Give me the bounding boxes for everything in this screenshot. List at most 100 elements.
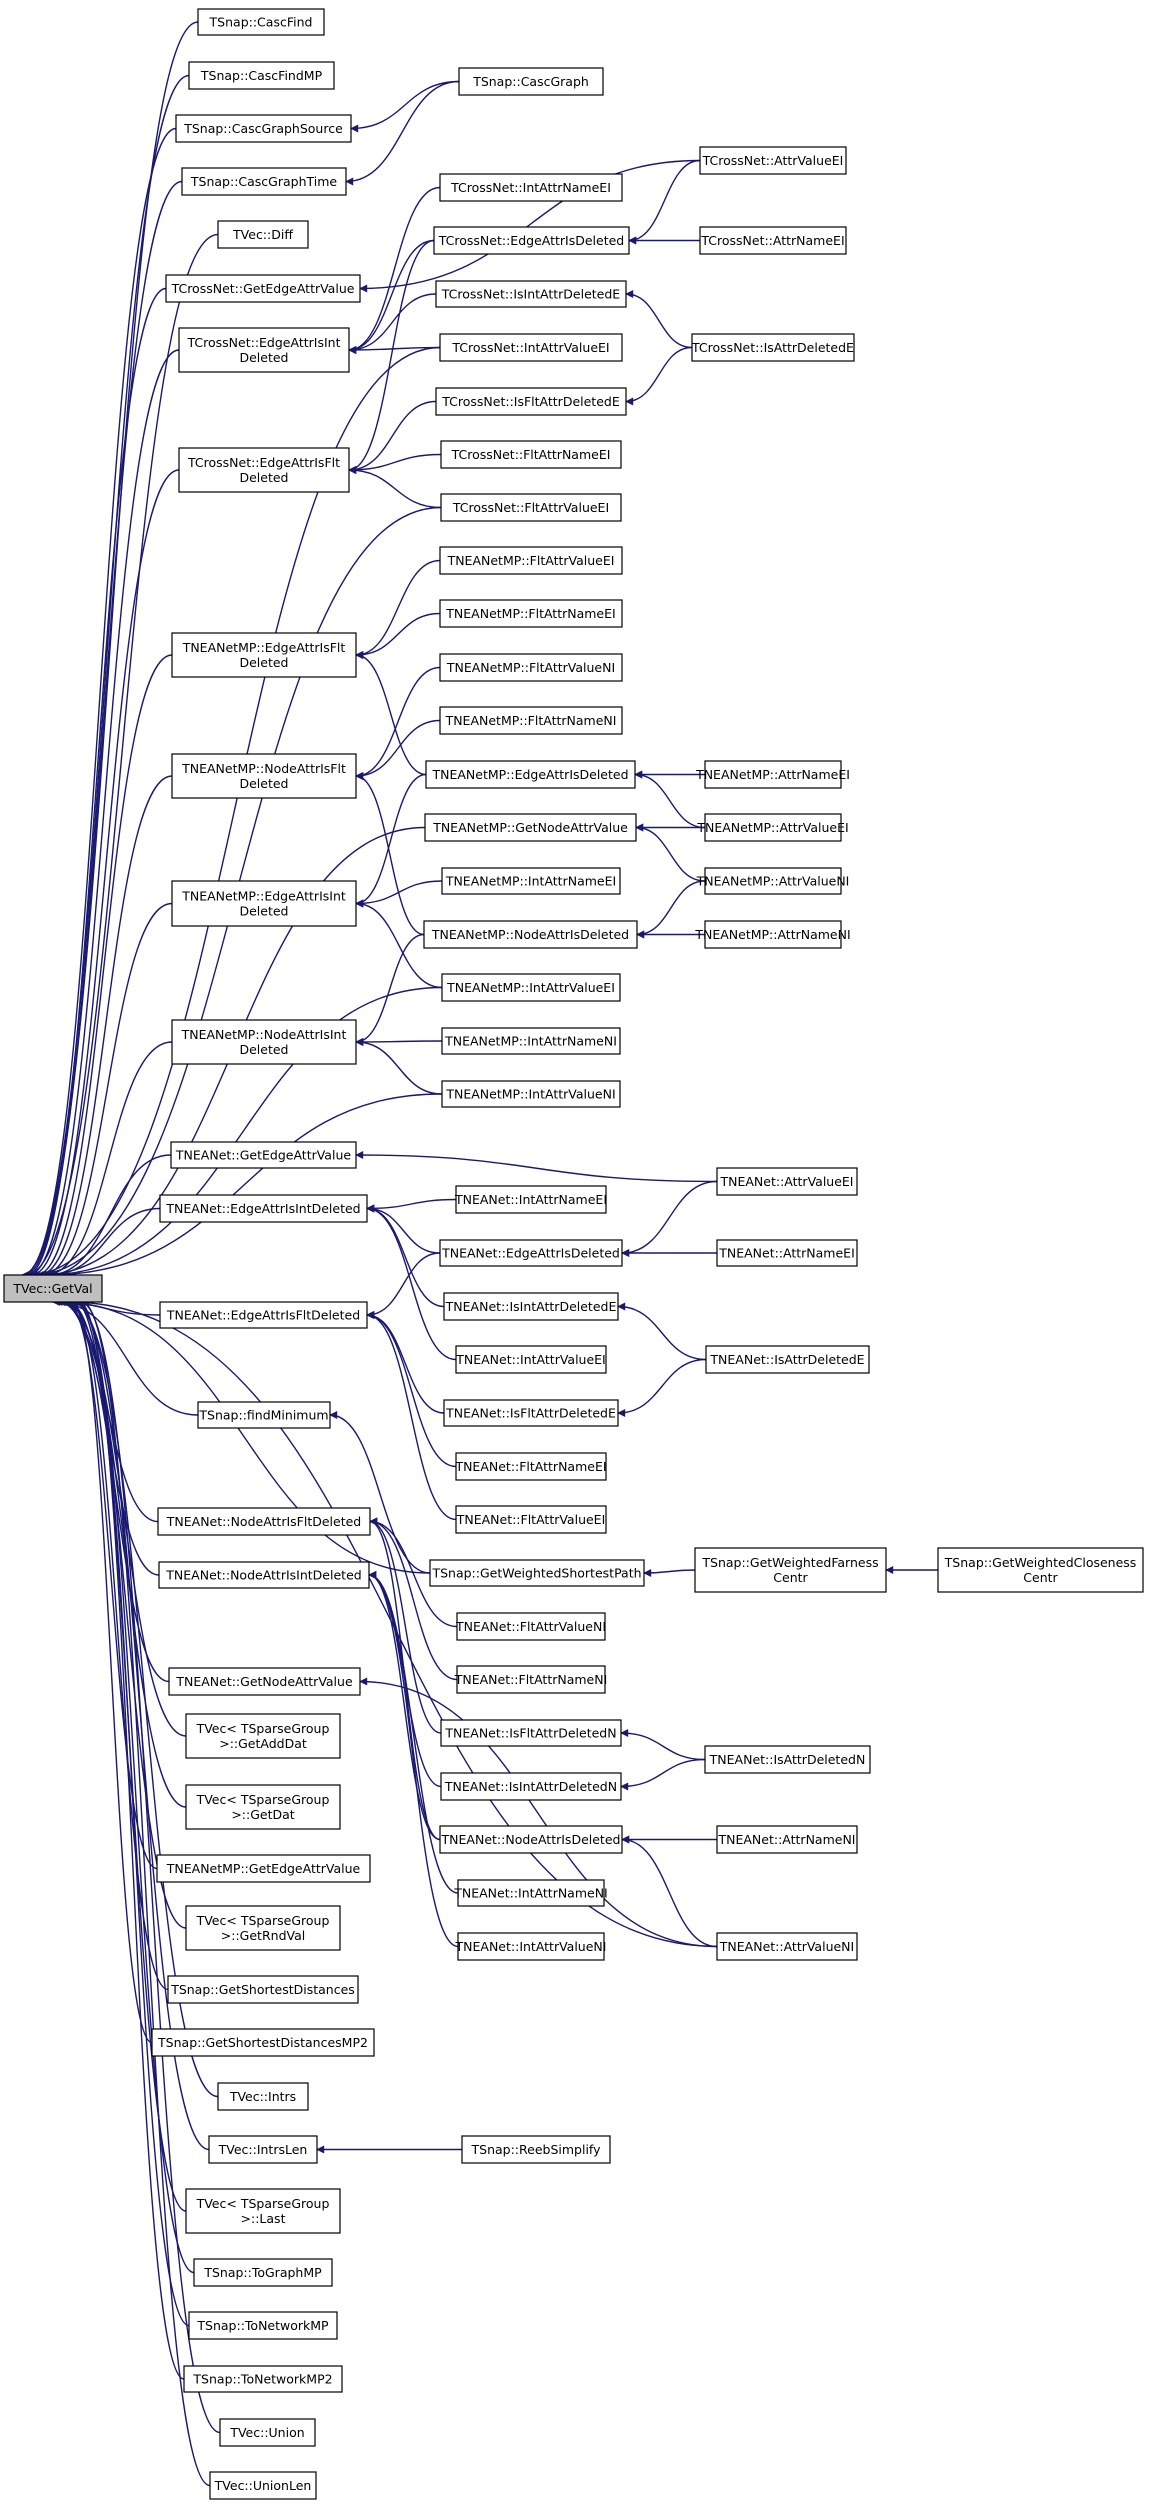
node-mp-attr-value-ni[interactable]: TNEANetMP::AttrValueNI [696,867,850,895]
node-casc-graph[interactable]: TSnap::CascGraph [458,67,604,96]
node-mp-flt-attr-value-ei[interactable]: TNEANetMP::FltAttrValueEI [439,546,623,575]
node-box [156,1854,371,1883]
edge-cn-is-attr-deleted-e-to-cn-is-int-attr-deleted-e [625,290,693,349]
node-box [441,973,621,1002]
node-ne-is-attr-deleted-e[interactable]: TNEANet::IsAttrDeletedE [705,1345,870,1374]
node-cn-flt-attr-name-ei[interactable]: TCrossNet::FltAttrNameEI [440,440,622,469]
node-ne-is-int-attr-deleted-e[interactable]: TNEANet::IsIntAttrDeletedE [443,1292,619,1321]
node-mp-attr-name-ei[interactable]: TNEANetMP::AttrNameEI [695,760,850,789]
node-mp-attr-name-ni[interactable]: TNEANetMP::AttrNameNI [694,920,851,949]
node-mp-node-attr-is-int-deleted[interactable]: TNEANetMP::NodeAttrIsIntDeleted [171,1019,357,1065]
node-ne-is-attr-deleted-n[interactable]: TNEANet::IsAttrDeletedN [704,1745,871,1774]
node-mp-edge-attr-is-flt-deleted[interactable]: TNEANetMP::EdgeAttrIsFltDeleted [171,632,357,678]
node-union[interactable]: TVec::Union [219,2418,316,2447]
node-ne-flt-attr-name-ei[interactable]: TNEANet::FltAttrNameEI [454,1452,607,1481]
node-mp-flt-attr-name-ni[interactable]: TNEANetMP::FltAttrNameNI [439,706,623,735]
node-mp-edge-attr-is-int-deleted[interactable]: TNEANetMP::EdgeAttrIsIntDeleted [171,880,357,927]
node-mp-get-node-attr-value[interactable]: TNEANetMP::GetNodeAttrValue [424,813,637,842]
node-diff[interactable]: TVec::Diff [217,220,309,249]
node-ne-edge-attr-is-flt-deleted[interactable]: TNEANet::EdgeAttrIsFltDeleted [159,1301,368,1329]
node-mp-node-attr-is-deleted[interactable]: TNEANetMP::NodeAttrIsDeleted [423,920,638,949]
node-intrs[interactable]: TVec::Intrs [217,2082,309,2111]
node-cn-is-attr-deleted-e[interactable]: TCrossNet::IsAttrDeletedE [691,333,855,362]
node-get-weighted-shortest-path[interactable]: TSnap::GetWeightedShortestPath [429,1559,645,1587]
edge-mp-node-attr-is-deleted-to-mp-node-attr-is-flt-deleted [355,772,425,936]
node-cn-edge-attr-is-deleted[interactable]: TCrossNet::EdgeAttrIsDeleted [433,226,630,255]
node-label: TNEANetMP::GetEdgeAttrValue [166,1861,361,1876]
node-cn-int-attr-name-ei[interactable]: TCrossNet::IntAttrNameEI [439,173,623,202]
node-casc-graph-time[interactable]: TSnap::CascGraphTime [181,167,347,196]
edge-ne-flt-attr-name-ni-to-ne-node-attr-is-flt-deleted [369,1517,458,1681]
node-box [188,61,335,90]
node-ne-edge-attr-is-deleted[interactable]: TNEANet::EdgeAttrIsDeleted [439,1239,623,1267]
node-ne-edge-attr-is-int-deleted[interactable]: TNEANet::EdgeAttrIsIntDeleted [159,1194,368,1223]
node-union-len[interactable]: TVec::UnionLen [209,2471,317,2500]
node-cn-flt-attr-value-ei[interactable]: TCrossNet::FltAttrValueEI [440,493,622,522]
node-ne-attr-name-ei[interactable]: TNEANet::AttrNameEI [716,1239,858,1267]
node-mp-int-attr-name-ei[interactable]: TNEANetMP::IntAttrNameEI [441,867,621,895]
node-cn-is-flt-attr-deleted-e[interactable]: TCrossNet::IsFltAttrDeletedE [435,387,627,416]
node-ne-attr-name-ni[interactable]: TNEANet::AttrNameNI [716,1825,858,1854]
node-ne-int-attr-value-ni[interactable]: TNEANet::IntAttrValueNI [455,1932,607,1961]
node-ne-attr-value-ei[interactable]: TNEANet::AttrValueEI [716,1167,858,1196]
node-mp-attr-value-ei[interactable]: TNEANetMP::AttrValueEI [696,813,849,842]
node-mp-edge-attr-is-deleted[interactable]: TNEANetMP::EdgeAttrIsDeleted [425,760,636,789]
node-box [691,333,855,362]
node-get-shortest-distances-mp2[interactable]: TSnap::GetShortestDistancesMP2 [151,2028,375,2057]
node-to-network-mp2[interactable]: TSnap::ToNetworkMP2 [183,2365,343,2393]
node-ne-flt-attr-name-ni[interactable]: TNEANet::FltAttrNameNI [454,1665,608,1694]
node-mp-node-attr-is-flt-deleted[interactable]: TNEANetMP::NodeAttrIsFltDeleted [171,753,357,799]
node-ne-node-attr-is-flt-deleted[interactable]: TNEANet::NodeAttrIsFltDeleted [157,1507,371,1536]
node-mp-int-attr-value-ei[interactable]: TNEANetMP::IntAttrValueEI [441,973,621,1002]
node-cn-get-edge-attr-value[interactable]: TCrossNet::GetEdgeAttrValue [165,274,361,303]
node-cn-edge-attr-is-flt-deleted[interactable]: TCrossNet::EdgeAttrIsFltDeleted [178,447,350,493]
node-ne-is-flt-attr-deleted-n[interactable]: TNEANet::IsFltAttrDeletedN [440,1719,622,1747]
node-ne-node-attr-is-deleted[interactable]: TNEANet::NodeAttrIsDeleted [439,1825,623,1854]
node-sg-get-rnd-val[interactable]: TVec< TSparseGroup>::GetRndVal [185,1905,341,1951]
node-box [439,1239,623,1267]
node-sg-get-add-dat[interactable]: TVec< TSparseGroup>::GetAddDat [185,1713,341,1759]
node-label: TNEANet::FltAttrNameEI [454,1459,606,1474]
node-intrs-len[interactable]: TVec::IntrsLen [208,2135,318,2164]
node-ne-flt-attr-value-ei[interactable]: TNEANet::FltAttrValueEI [455,1505,607,1534]
node-find-minimum[interactable]: TSnap::findMinimum [197,1401,331,1429]
node-reeb-simplify[interactable]: TSnap::ReebSimplify [461,2135,611,2164]
node-casc-find-mp[interactable]: TSnap::CascFindMP [188,61,335,90]
node-ne-is-flt-attr-deleted-e[interactable]: TNEANet::IsFltAttrDeletedE [443,1399,619,1427]
node-sg-last[interactable]: TVec< TSparseGroup>::Last [185,2188,341,2234]
node-mp-int-attr-value-ni[interactable]: TNEANetMP::IntAttrValueNI [441,1080,621,1108]
node-ne-attr-value-ni[interactable]: TNEANet::AttrValueNI [716,1932,858,1961]
node-mp-flt-attr-value-ni[interactable]: TNEANetMP::FltAttrValueNI [439,653,623,682]
node-to-network-mp[interactable]: TSnap::ToNetworkMP [188,2311,338,2340]
node-cn-attr-value-ei[interactable]: TCrossNet::AttrValueEI [699,146,847,175]
node-label: TNEANet::FltAttrValueNI [455,1619,606,1634]
node-mp-get-edge-attr-value[interactable]: TNEANetMP::GetEdgeAttrValue [156,1854,371,1883]
node-ne-int-attr-name-ni[interactable]: TNEANet::IntAttrNameNI [453,1879,608,1907]
node-label: TNEANet::NodeAttrIsFltDeleted [166,1514,361,1529]
node-cn-int-attr-value-ei[interactable]: TCrossNet::IntAttrValueEI [439,333,623,362]
node-ne-get-node-attr-value[interactable]: TNEANet::GetNodeAttrValue [168,1667,361,1696]
node-cn-attr-name-ei[interactable]: TCrossNet::AttrNameEI [699,226,847,255]
node-ne-int-attr-name-ei[interactable]: TNEANet::IntAttrNameEI [454,1185,607,1214]
node-ne-is-int-attr-deleted-n[interactable]: TNEANet::IsIntAttrDeletedN [440,1772,622,1801]
node-casc-find[interactable]: TSnap::CascFind [197,8,325,36]
node-label: TCrossNet::FltAttrValueEI [452,500,609,515]
node-to-graph-mp[interactable]: TSnap::ToGraphMP [193,2258,333,2287]
node-mp-int-attr-name-ni[interactable]: TNEANetMP::IntAttrNameNI [441,1027,621,1055]
node-cn-is-int-attr-deleted-e[interactable]: TCrossNet::IsIntAttrDeletedE [435,280,627,308]
node-get-shortest-distances[interactable]: TSnap::GetShortestDistances [167,1975,359,2004]
node-mp-flt-attr-name-ei[interactable]: TNEANetMP::FltAttrNameEI [439,599,623,628]
node-ne-int-attr-value-ei[interactable]: TNEANet::IntAttrValueEI [455,1345,607,1374]
node-ne-get-edge-attr-value[interactable]: TNEANet::GetEdgeAttrValue [170,1141,357,1169]
node-box [217,2082,309,2111]
node-casc-graph-source[interactable]: TSnap::CascGraphSource [175,114,352,143]
node-cn-edge-attr-is-int-deleted[interactable]: TCrossNet::EdgeAttrIsIntDeleted [178,327,350,373]
node-root[interactable]: TVec::GetVal [3,1274,103,1303]
node-box [159,1301,368,1329]
node-ne-node-attr-is-int-deleted[interactable]: TNEANet::NodeAttrIsIntDeleted [158,1561,370,1589]
node-ne-flt-attr-value-ni[interactable]: TNEANet::FltAttrValueNI [455,1612,606,1641]
edge-mp-node-attr-is-deleted-to-mp-node-attr-is-int-deleted [355,933,425,1046]
node-sg-get-dat[interactable]: TVec< TSparseGroup>::GetDat [185,1784,341,1830]
